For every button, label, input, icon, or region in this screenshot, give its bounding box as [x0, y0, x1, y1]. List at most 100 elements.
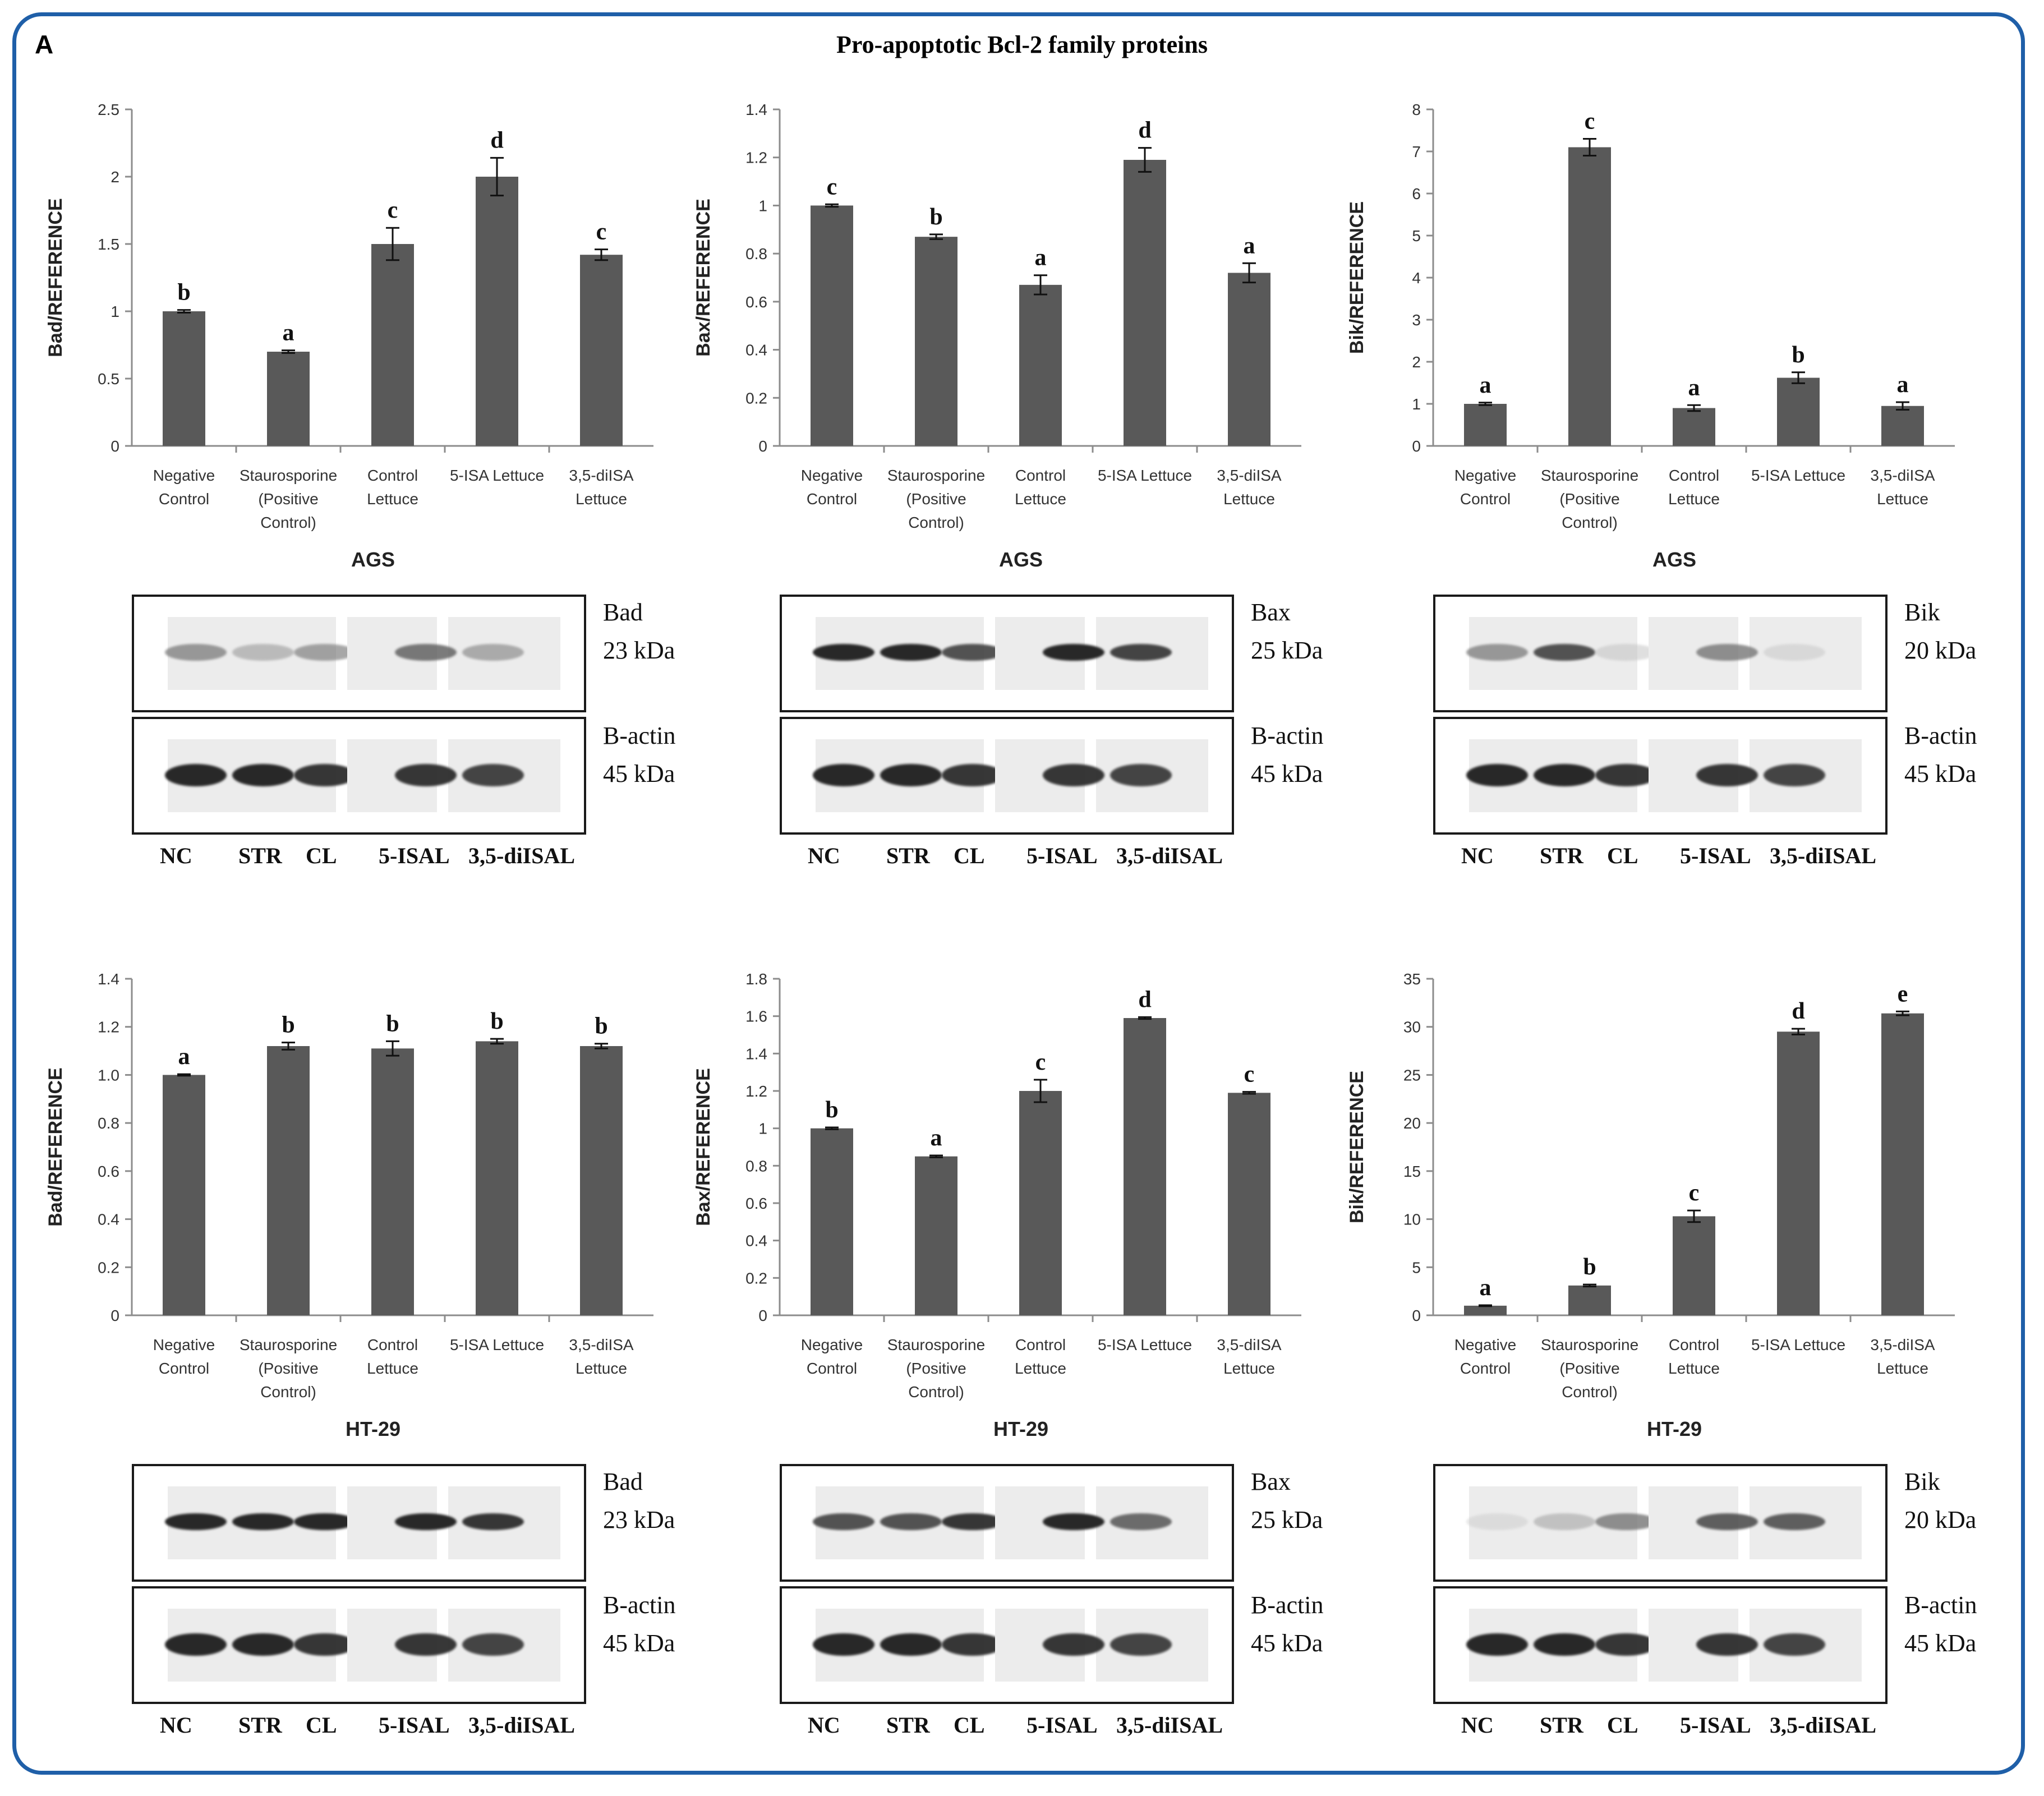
- x-tick-label: Lettuce: [367, 1360, 418, 1377]
- blot-strip: [813, 1609, 1003, 1682]
- bar: [371, 244, 414, 446]
- lane-label: 5-ISAL: [379, 1712, 450, 1738]
- blot-band: [813, 644, 874, 661]
- blot-band: [1696, 764, 1758, 786]
- figure-letter: A: [35, 30, 54, 59]
- protein-label: Bik: [1904, 598, 1940, 626]
- lane-label: STR: [886, 1712, 930, 1738]
- blot-band: [942, 764, 1003, 786]
- x-tick-label: Staurosporine: [240, 467, 337, 484]
- blot-strip: [1696, 617, 1862, 690]
- y-tick-label: 1: [758, 197, 767, 214]
- y-tick-label: 2: [111, 168, 119, 186]
- blot-band: [813, 764, 874, 786]
- actin-kda-label: 45 kDa: [1251, 1629, 1323, 1657]
- y-tick-label: 35: [1403, 970, 1421, 988]
- actin-label: B-actin: [1904, 722, 1977, 749]
- blot-band: [232, 764, 294, 786]
- x-tick-label: Control: [367, 467, 418, 484]
- cell-line-label: HT-29: [1647, 1417, 1702, 1440]
- significance-letter: a: [1688, 375, 1700, 400]
- x-tick-label: Lettuce: [1877, 490, 1928, 508]
- x-tick-label: Control: [807, 1360, 857, 1377]
- blot-band: [1043, 764, 1104, 786]
- protein-label: Bax: [1251, 598, 1291, 626]
- lane-label: NC: [1461, 1712, 1494, 1738]
- bar: [915, 1156, 957, 1315]
- blot-band: [462, 1633, 524, 1656]
- y-tick-label: 1: [1412, 395, 1421, 413]
- lane-label: 5-ISAL: [1680, 1712, 1751, 1738]
- significance-letter: d: [490, 127, 503, 153]
- blot-band: [462, 644, 524, 661]
- x-tick-label: 5-ISA Lettuce: [450, 467, 544, 484]
- lane-label: STR: [886, 843, 930, 868]
- panel-ags-bik: 0 1 2 3 4 5 6 7 8 Bik/REFERENCE a Negative Control c S…: [1324, 84, 1977, 948]
- y-tick-label: 25: [1403, 1066, 1421, 1084]
- y-tick-label: 5: [1412, 227, 1421, 245]
- blot-band: [294, 1633, 356, 1656]
- bar: [163, 311, 205, 446]
- bar-chart: 0 0.2 0.4 0.6 0.8 1.0 1.2 1.4 Bad/REFERENCE a Nega…: [45, 970, 653, 1440]
- blot-box-actin: [132, 1586, 586, 1704]
- western-blot: Bik 20 kDa B-actin 45 kDa NC STR CL 5-ISAL 3,5-d…: [1433, 595, 1994, 886]
- bar-chart: 0 5 10 15 20 25 30 35 Bik/REFERENCE a Negative Cont…: [1346, 970, 1955, 1440]
- lane-label: 5-ISAL: [1026, 1712, 1098, 1738]
- blot-band: [395, 1633, 457, 1656]
- significance-letter: c: [1585, 109, 1595, 135]
- y-tick-label: 1.4: [98, 970, 119, 988]
- significance-letter: b: [177, 280, 190, 306]
- blot-band: [165, 644, 227, 661]
- lane-label: 5-ISAL: [379, 843, 450, 868]
- x-tick-label: 3,5-diISA: [1870, 1336, 1935, 1353]
- blot-strip: [1696, 739, 1862, 812]
- x-tick-label: (Positive: [1559, 490, 1619, 508]
- x-tick-label: Lettuce: [1223, 490, 1275, 508]
- blot-strip: [1696, 1609, 1862, 1682]
- lane-label: 3,5-diISAL: [1116, 1712, 1223, 1738]
- blot-band: [880, 1513, 942, 1530]
- significance-letter: d: [1792, 998, 1804, 1024]
- significance-letter: b: [825, 1097, 838, 1123]
- y-tick-label: 2.5: [98, 101, 119, 118]
- bar-chart: 0 0.2 0.4 0.6 0.8 1 1.2 1.4 1.6 1.8 Bax/REFERENCE b…: [693, 970, 1301, 1440]
- blot-band: [942, 644, 1003, 661]
- x-tick-label: Control: [1015, 1336, 1066, 1353]
- blot-band: [880, 1633, 942, 1656]
- blot-band: [1764, 644, 1825, 661]
- bar: [476, 177, 518, 446]
- blot-strip: [1043, 739, 1208, 812]
- blot-band: [1043, 1633, 1104, 1656]
- bar: [1464, 1305, 1507, 1315]
- blot-band: [294, 764, 356, 786]
- blot-band: [1595, 644, 1657, 661]
- blot-strip: [165, 1609, 356, 1682]
- significance-letter: b: [1583, 1254, 1596, 1280]
- blot-box-target: [780, 595, 1234, 712]
- blot-band: [1595, 1513, 1657, 1530]
- panel-ags-bad: 0 0.5 1 1.5 2 2.5 Bad/REFERENCE b Negative Contro…: [22, 84, 676, 948]
- y-tick-label: 0.6: [745, 1195, 767, 1212]
- significance-letter: a: [178, 1044, 190, 1070]
- protein-label: Bik: [1904, 1468, 1940, 1495]
- significance-letter: b: [386, 1011, 399, 1037]
- x-tick-label: Staurosporine: [1541, 1336, 1638, 1353]
- blot-band: [1534, 1513, 1595, 1530]
- x-tick-label: 3,5-diISA: [1217, 1336, 1281, 1353]
- lane-label: CL: [1607, 843, 1638, 868]
- lane-label: STR: [238, 1712, 282, 1738]
- significance-letter: a: [1244, 233, 1255, 259]
- significance-letter: a: [1035, 245, 1047, 271]
- y-tick-label: 0.8: [98, 1115, 119, 1132]
- bar: [1777, 1031, 1820, 1315]
- x-tick-label: Control: [159, 1360, 209, 1377]
- protein-kda-label: 25 kDa: [1251, 1506, 1323, 1533]
- x-tick-label: Staurosporine: [240, 1336, 337, 1353]
- cell-line-label: HT-29: [346, 1417, 400, 1440]
- lane-label: NC: [1461, 843, 1494, 868]
- blot-strip: [1466, 1609, 1657, 1682]
- lane-label: STR: [1540, 843, 1583, 868]
- x-tick-label: Control: [1460, 490, 1511, 508]
- blot-band: [1764, 1633, 1825, 1656]
- x-tick-label: (Positive: [906, 490, 966, 508]
